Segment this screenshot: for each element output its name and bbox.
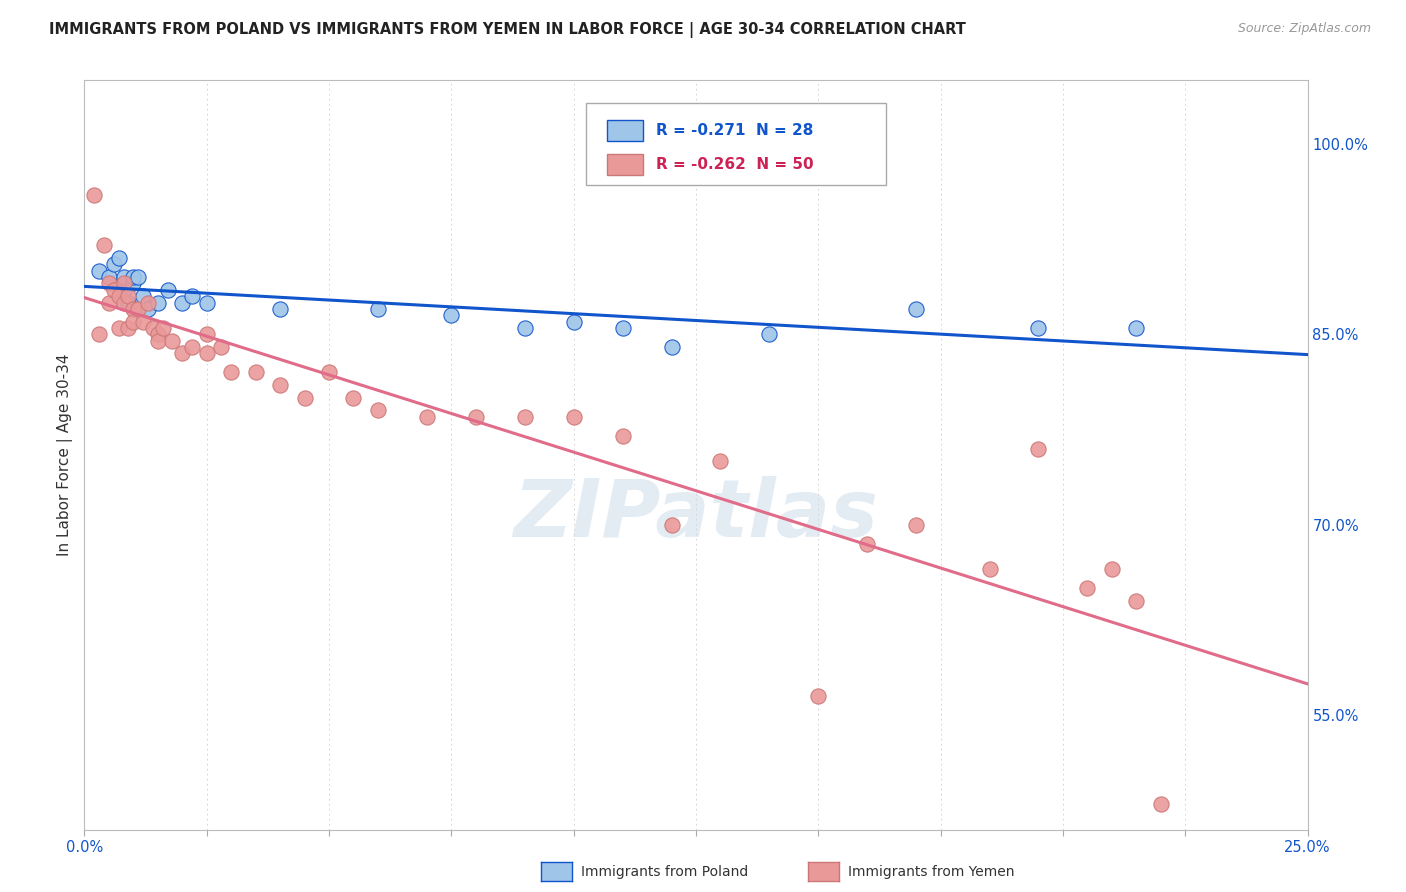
Point bbox=[979, 562, 1001, 576]
Point bbox=[122, 301, 145, 316]
Point bbox=[132, 315, 155, 329]
Point bbox=[97, 295, 120, 310]
Point bbox=[181, 340, 204, 354]
Point bbox=[562, 315, 585, 329]
Point bbox=[195, 295, 218, 310]
FancyBboxPatch shape bbox=[586, 103, 886, 186]
Bar bbox=[606, 120, 644, 141]
Point bbox=[122, 277, 145, 291]
Text: Immigrants from Poland: Immigrants from Poland bbox=[581, 865, 748, 880]
Point bbox=[513, 409, 536, 424]
Y-axis label: In Labor Force | Age 30-34: In Labor Force | Age 30-34 bbox=[58, 353, 73, 557]
Point bbox=[112, 270, 135, 285]
Point bbox=[162, 334, 184, 348]
Point bbox=[181, 289, 204, 303]
Point bbox=[209, 340, 232, 354]
Point bbox=[416, 409, 439, 424]
Point bbox=[117, 295, 139, 310]
Point bbox=[107, 289, 129, 303]
Point bbox=[127, 270, 149, 285]
Point bbox=[117, 321, 139, 335]
Point bbox=[1125, 321, 1147, 335]
Point bbox=[318, 365, 340, 379]
Point bbox=[132, 289, 155, 303]
Point bbox=[1076, 581, 1098, 595]
Point bbox=[136, 301, 159, 316]
Point bbox=[612, 429, 634, 443]
Point bbox=[342, 391, 364, 405]
Point bbox=[709, 454, 731, 468]
Point bbox=[152, 321, 174, 335]
Point bbox=[97, 270, 120, 285]
Point bbox=[156, 283, 179, 297]
Point bbox=[112, 283, 135, 297]
Point bbox=[612, 321, 634, 335]
Point bbox=[219, 365, 242, 379]
Point bbox=[122, 270, 145, 285]
Point bbox=[367, 403, 389, 417]
Point bbox=[513, 321, 536, 335]
Point bbox=[87, 264, 110, 278]
Point bbox=[112, 295, 135, 310]
Point bbox=[856, 537, 879, 551]
Text: Immigrants from Yemen: Immigrants from Yemen bbox=[848, 865, 1014, 880]
Point bbox=[1101, 562, 1123, 576]
Text: R = -0.271  N = 28: R = -0.271 N = 28 bbox=[655, 123, 813, 138]
Point bbox=[107, 321, 129, 335]
Point bbox=[117, 289, 139, 303]
Point bbox=[103, 257, 125, 271]
Point bbox=[146, 334, 169, 348]
Point bbox=[127, 301, 149, 316]
Point bbox=[83, 187, 105, 202]
Point bbox=[146, 295, 169, 310]
Point bbox=[758, 327, 780, 342]
Point bbox=[807, 690, 830, 704]
Point bbox=[905, 301, 928, 316]
Bar bbox=[606, 153, 644, 175]
Point bbox=[1150, 797, 1173, 812]
Point bbox=[146, 327, 169, 342]
Point bbox=[103, 283, 125, 297]
Point bbox=[112, 277, 135, 291]
Point bbox=[367, 301, 389, 316]
Text: ZIPatlas: ZIPatlas bbox=[513, 475, 879, 554]
Point bbox=[661, 340, 683, 354]
Point bbox=[97, 277, 120, 291]
Point bbox=[195, 346, 218, 360]
Point bbox=[661, 517, 683, 532]
Point bbox=[562, 409, 585, 424]
Text: IMMIGRANTS FROM POLAND VS IMMIGRANTS FROM YEMEN IN LABOR FORCE | AGE 30-34 CORRE: IMMIGRANTS FROM POLAND VS IMMIGRANTS FRO… bbox=[49, 22, 966, 38]
Point bbox=[172, 295, 194, 310]
Text: R = -0.262  N = 50: R = -0.262 N = 50 bbox=[655, 157, 813, 171]
Point bbox=[269, 301, 291, 316]
Point bbox=[195, 327, 218, 342]
Point bbox=[269, 378, 291, 392]
Point bbox=[172, 346, 194, 360]
Point bbox=[245, 365, 267, 379]
Point bbox=[87, 327, 110, 342]
Point bbox=[122, 315, 145, 329]
Point bbox=[1028, 321, 1050, 335]
Point bbox=[905, 517, 928, 532]
Point bbox=[93, 238, 115, 252]
Point bbox=[107, 251, 129, 265]
Text: Source: ZipAtlas.com: Source: ZipAtlas.com bbox=[1237, 22, 1371, 36]
Point bbox=[464, 409, 486, 424]
Point bbox=[294, 391, 316, 405]
Point bbox=[440, 308, 463, 322]
Point bbox=[1028, 442, 1050, 456]
Point bbox=[136, 295, 159, 310]
Point bbox=[142, 321, 165, 335]
Point bbox=[1125, 594, 1147, 608]
